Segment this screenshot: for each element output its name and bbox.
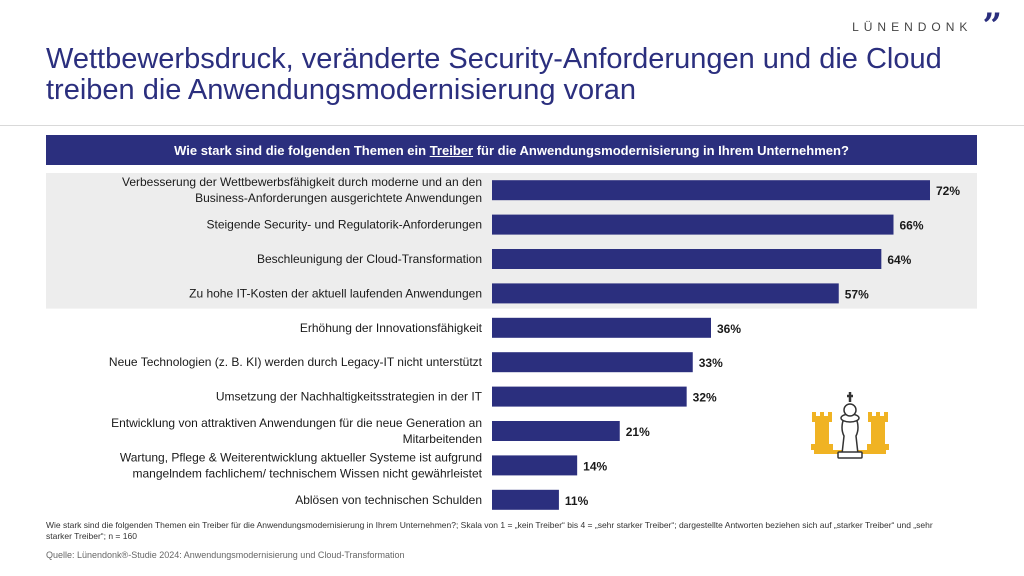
category-label-3: Beschleunigung der Cloud-Transformation xyxy=(257,252,482,266)
brand-logo: LÜNENDONK ” xyxy=(852,6,1002,46)
page-title: Wettbewerbsdruck, veränderte Security-An… xyxy=(46,43,942,106)
category-label-8: Entwicklung von attraktiven Anwendungen … xyxy=(111,416,482,446)
question-text-before: Wie stark sind die folgenden Themen ein xyxy=(174,142,427,158)
bar-10 xyxy=(492,489,559,510)
category-label-7: Umsetzung der Nachhaltigkeitsstrategien … xyxy=(216,390,483,404)
category-label-1: Verbesserung der Wettbewerbsfähigkeit du… xyxy=(122,175,482,205)
category-label-9: Wartung, Pflege & Weiterentwicklung aktu… xyxy=(120,450,483,480)
value-label-10: 11% xyxy=(565,494,589,508)
category-label-5: Erhöhung der Innovationsfähigkeit xyxy=(300,321,483,335)
category-label-4: Zu hohe IT-Kosten der aktuell laufenden … xyxy=(189,286,482,300)
value-label-4: 57% xyxy=(845,287,869,301)
bar-3 xyxy=(492,249,882,269)
question-banner: Wie stark sind die folgenden Themen ein … xyxy=(46,135,977,165)
bar-9 xyxy=(492,455,578,476)
question-text-underlined: Treiber xyxy=(429,142,474,158)
quote-mark-icon: ” xyxy=(982,6,1002,46)
bar-7 xyxy=(492,386,687,407)
value-label-6: 33% xyxy=(699,356,723,370)
bar-4 xyxy=(492,283,839,304)
value-label-9: 14% xyxy=(583,459,607,473)
value-label-7: 32% xyxy=(693,391,717,405)
brand-name: LÜNENDONK xyxy=(852,20,973,34)
value-label-8: 21% xyxy=(626,425,650,439)
bar-2 xyxy=(492,214,894,235)
category-label-2: Steigende Security- und Regulatorik-Anfo… xyxy=(206,218,482,232)
value-label-1: 72% xyxy=(936,184,960,198)
value-label-2: 66% xyxy=(900,219,924,233)
bar-5 xyxy=(492,317,711,338)
chess-king-icon xyxy=(811,392,889,459)
value-label-3: 64% xyxy=(887,253,911,267)
question-text-after: für die Anwendungsmodernisierung in Ihre… xyxy=(476,142,849,158)
source-note: Quelle: Lünendonk®-Studie 2024: Anwendun… xyxy=(46,550,405,560)
category-label-10: Ablösen von technischen Schulden xyxy=(295,493,482,507)
value-label-5: 36% xyxy=(717,322,741,336)
divider xyxy=(0,125,1024,126)
footnote: Wie stark sind die folgenden Themen ein … xyxy=(46,520,933,541)
bar-1 xyxy=(492,180,930,201)
category-label-6: Neue Technologien (z. B. KI) werden durc… xyxy=(109,355,483,369)
bar-6 xyxy=(492,352,693,373)
bar-8 xyxy=(492,421,620,441)
